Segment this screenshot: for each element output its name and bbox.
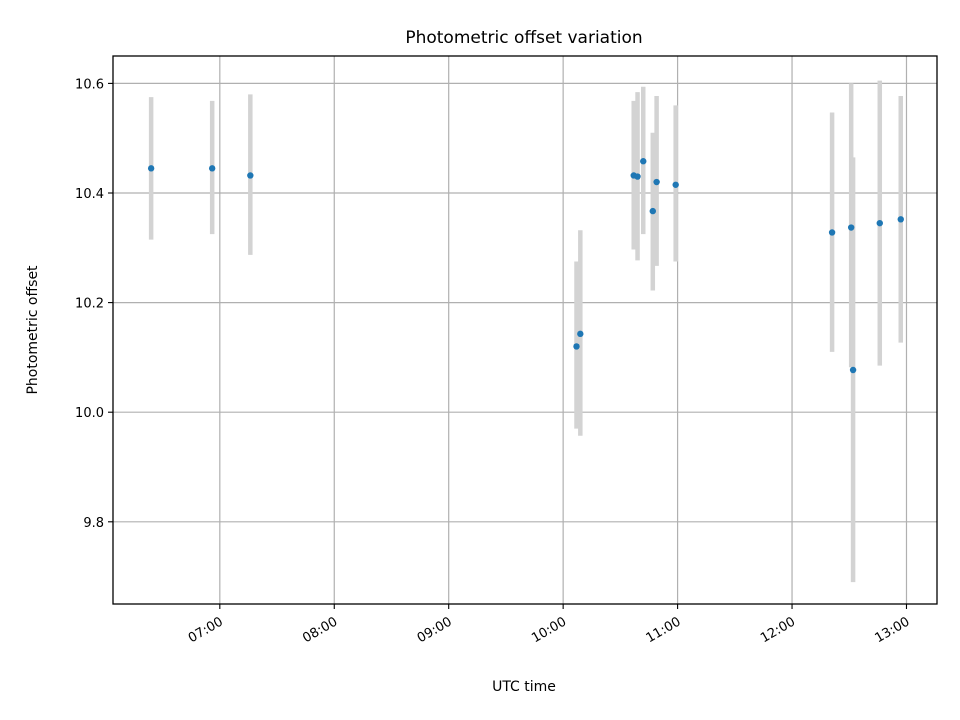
y-axis-label: Photometric offset — [25, 265, 41, 395]
chart-title: Photometric offset variation — [405, 28, 642, 48]
y-tick-label: 10.4 — [75, 187, 104, 202]
x-tick-label: 12:00 — [758, 614, 798, 646]
data-point — [147, 165, 155, 172]
data-point — [649, 207, 656, 215]
error-bars — [148, 80, 904, 583]
data-point — [577, 330, 584, 338]
plot-frame — [112, 55, 938, 605]
data-point — [653, 178, 660, 186]
x-tick-label: 13:00 — [873, 614, 913, 646]
data-point — [828, 229, 836, 236]
data-point — [573, 343, 580, 350]
y-tick-label: 10.0 — [75, 406, 104, 421]
data-points — [147, 158, 904, 374]
grid-lines — [113, 56, 937, 604]
y-tick-label: 10.6 — [75, 77, 104, 92]
data-point — [208, 165, 216, 172]
x-tick-label: 11:00 — [644, 614, 684, 646]
data-point — [672, 181, 679, 188]
x-axis-label: UTC time — [492, 679, 556, 695]
data-point — [640, 158, 647, 165]
data-point — [247, 172, 254, 179]
x-tick-label: 08:00 — [300, 614, 340, 646]
x-axis-ticks: 07:00 08:00 09:00 10:00 11:00 12:00 13:00 — [186, 604, 913, 646]
data-point — [634, 173, 641, 180]
x-tick-label: 10:00 — [529, 614, 569, 646]
y-axis-ticks: 9.8 10.0 10.2 10.4 10.6 — [75, 77, 113, 531]
y-tick-label: 9.8 — [83, 516, 104, 531]
data-point — [897, 216, 904, 223]
y-tick-label: 10.2 — [75, 297, 104, 312]
x-tick-label: 07:00 — [186, 614, 226, 646]
data-point — [849, 366, 857, 374]
data-point — [847, 224, 855, 231]
data-point — [876, 219, 883, 227]
x-tick-label: 09:00 — [415, 614, 455, 646]
